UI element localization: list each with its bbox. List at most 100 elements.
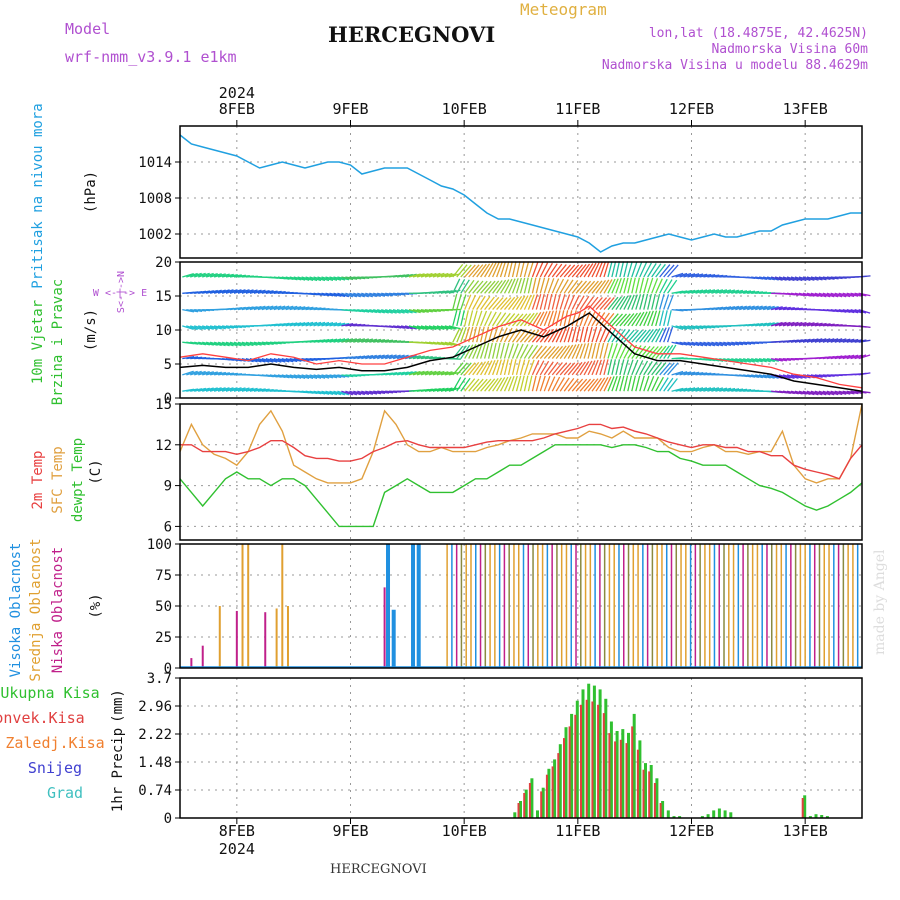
wind-barb: [575, 361, 586, 376]
wind-barb: [607, 296, 619, 311]
wind-barb: [806, 338, 819, 343]
wind-barb: [209, 341, 222, 347]
wind-barb: [559, 345, 571, 359]
wind-barb: [774, 306, 787, 311]
wind-barb: [814, 390, 827, 396]
wind-barb: [361, 354, 374, 360]
wind-barb: [495, 342, 501, 359]
top-day-label: 9FEB: [332, 100, 368, 118]
wind-barb: [198, 387, 210, 392]
wind-barb: [762, 305, 775, 311]
wind-barb: [838, 308, 851, 314]
wind-barb: [587, 311, 596, 327]
wind-barb: [531, 345, 543, 359]
wind-barb: [329, 374, 342, 379]
wind-barb: [198, 325, 210, 330]
wind-barb: [751, 305, 763, 311]
wind-barb: [416, 370, 429, 376]
wind-barb: [456, 327, 464, 343]
wind-barb: [671, 325, 684, 331]
wind-barb: [285, 357, 298, 363]
wind-barb: [213, 341, 226, 347]
wind-barb: [503, 296, 516, 311]
wind-barb: [213, 273, 226, 278]
wind-barb: [515, 359, 521, 376]
wind-barb: [739, 341, 752, 345]
wind-barb: [281, 374, 294, 379]
wind-barb: [281, 305, 294, 311]
top-day-label: 12FEB: [669, 100, 714, 118]
cloud-axis-label-2: Srednja Oblacnost: [28, 538, 44, 681]
wind-barb: [321, 374, 334, 379]
wind-barb: [472, 361, 483, 376]
wind-barb: [388, 308, 401, 314]
wind-barb: [806, 292, 819, 298]
y-tick-label: 0: [164, 661, 172, 677]
wind-barb: [499, 312, 511, 327]
wind-barb: [519, 295, 529, 310]
wind-barb: [321, 321, 334, 327]
wind-barb: [233, 341, 246, 347]
wind-barb: [774, 357, 788, 362]
wind-barb: [420, 308, 433, 313]
wind-barb: [651, 293, 656, 310]
precip-total-bar: [666, 810, 670, 818]
wind-barb: [575, 280, 587, 294]
wind-barb: [603, 376, 612, 392]
wind-barb: [329, 292, 342, 297]
wind-barb: [499, 342, 506, 359]
wind-barb: [333, 374, 346, 378]
precip-legend-item: Grad: [47, 784, 83, 802]
wind-barb: [317, 321, 330, 327]
wind-barb: [766, 322, 779, 327]
wind-barb: [531, 261, 539, 278]
wind-barb: [440, 387, 453, 392]
wind-barb: [202, 325, 214, 330]
wind-barb: [719, 387, 732, 392]
bottom-day-label: 9FEB: [332, 822, 368, 840]
wind-barb: [479, 343, 487, 359]
wind-barb: [436, 341, 449, 346]
wind-barb: [814, 338, 827, 343]
wind-barb: [186, 370, 198, 376]
wind-barb: [503, 261, 510, 278]
wind-barb: [802, 338, 815, 343]
top-day-label: 10FEB: [442, 100, 487, 118]
wind-barb: [695, 387, 708, 392]
wind-barb: [810, 292, 823, 298]
wind-barb: [758, 357, 771, 363]
bottom-year-label: 2024: [219, 840, 255, 858]
wind-barb: [484, 280, 496, 294]
wind-barb: [731, 357, 743, 363]
wind-barb: [850, 308, 863, 314]
wind-barb: [571, 378, 584, 392]
precip-total-bar: [615, 731, 619, 818]
wind-barb: [575, 263, 587, 278]
wind-barb: [333, 322, 346, 327]
wind-barb: [456, 377, 467, 392]
lonlat-label: lon,lat (18.4875E, 42.4625N): [648, 26, 868, 41]
wind-barb: [583, 378, 595, 392]
wind-barb: [747, 290, 760, 294]
wind-barb: [766, 276, 779, 281]
wind-barb: [563, 279, 574, 294]
wind-barb: [727, 305, 740, 311]
wind-barb: [479, 310, 488, 327]
wind-barb: [543, 310, 551, 327]
wind-barb: [659, 278, 668, 294]
wind-barb: [543, 346, 556, 360]
wind-barb: [301, 276, 314, 282]
wind-barb: [755, 276, 768, 280]
wind-barb: [527, 277, 533, 294]
wind-barb: [798, 276, 811, 282]
wind-barb: [695, 325, 708, 329]
wind-barb: [806, 390, 819, 396]
wind-barb: [778, 321, 791, 327]
wind-barb: [739, 357, 751, 363]
wind-barb: [794, 390, 807, 395]
wind-barb: [559, 362, 572, 376]
wind-barb: [838, 354, 851, 360]
wind-barb: [217, 341, 230, 347]
wind-barb: [635, 311, 645, 327]
